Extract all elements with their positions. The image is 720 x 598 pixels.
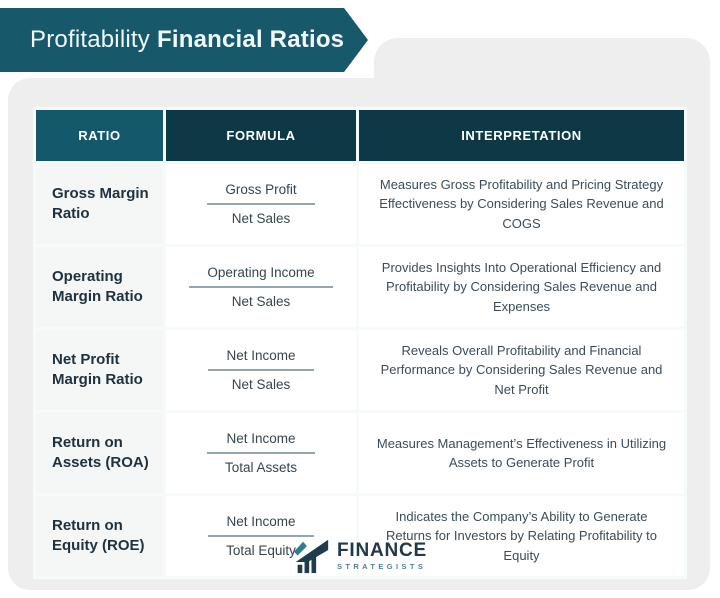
header-ratio: RATIO bbox=[36, 110, 163, 161]
interpretation-text: Indicates the Company’s Ability to Gener… bbox=[359, 496, 684, 576]
formula-denominator: Net Sales bbox=[231, 377, 291, 392]
logo-text-block: FINANCE STRATEGISTS bbox=[337, 541, 427, 571]
fraction-line bbox=[208, 369, 314, 371]
page-title: Profitability Financial Ratios bbox=[30, 26, 344, 54]
finance-strategists-logo: FINANCE STRATEGISTS bbox=[0, 537, 720, 574]
interpretation-text: Measures Management’s Effectiveness in U… bbox=[359, 413, 684, 493]
table-row: Gross Margin Ratio Gross Profit Net Sale… bbox=[36, 164, 684, 244]
fraction-line bbox=[189, 286, 333, 288]
header-formula: FORMULA bbox=[166, 110, 356, 161]
formula-fraction: Net Income Total Assets bbox=[206, 431, 316, 475]
formula-numerator: Net Income bbox=[226, 431, 296, 446]
finance-strategists-logo-icon bbox=[293, 539, 329, 574]
table-header-row: RATIO FORMULA INTERPRETATION bbox=[36, 110, 684, 161]
formula-cell: Operating Income Net Sales bbox=[166, 247, 356, 327]
interpretation-text: Measures Gross Profitability and Pricing… bbox=[359, 164, 684, 244]
ratio-name: Net Profit Margin Ratio bbox=[36, 330, 163, 410]
formula-denominator: Total Equity bbox=[226, 543, 296, 558]
formula-denominator: Net Sales bbox=[231, 211, 291, 226]
table-body: Gross Margin Ratio Gross Profit Net Sale… bbox=[36, 164, 684, 576]
header-interpretation: INTERPRETATION bbox=[359, 110, 684, 161]
title-banner: Profitability Financial Ratios bbox=[0, 8, 368, 72]
formula-fraction: Gross Profit Net Sales bbox=[207, 182, 315, 226]
ratio-name: Gross Margin Ratio bbox=[36, 164, 163, 244]
ratio-name: Return on Equity (ROE) bbox=[36, 496, 163, 576]
page-title-bold: Financial Ratios bbox=[156, 26, 345, 53]
table-row: Operating Margin Ratio Operating Income … bbox=[36, 247, 684, 327]
page-title-regular: Profitability bbox=[30, 26, 150, 53]
ratio-name: Return on Assets (ROA) bbox=[36, 413, 163, 493]
formula-fraction: Net Income Total Equity bbox=[208, 514, 314, 558]
fraction-line bbox=[208, 535, 314, 537]
ratio-name: Operating Margin Ratio bbox=[36, 247, 163, 327]
ratios-table: RATIO FORMULA INTERPRETATION Gross Margi… bbox=[33, 107, 687, 579]
logo-name: FINANCE bbox=[336, 539, 428, 561]
formula-fraction: Operating Income Net Sales bbox=[189, 265, 333, 309]
table-row: Return on Equity (ROE) Net Income Total … bbox=[36, 496, 684, 576]
fraction-line bbox=[206, 452, 316, 454]
formula-denominator: Net Sales bbox=[231, 294, 291, 309]
formula-fraction: Net Income Net Sales bbox=[208, 348, 314, 392]
formula-cell: Net Income Total Assets bbox=[166, 413, 356, 493]
interpretation-text: Provides Insights Into Operational Effic… bbox=[359, 247, 684, 327]
formula-numerator: Net Income bbox=[226, 514, 296, 529]
logo-subname: STRATEGISTS bbox=[336, 561, 427, 571]
table-row: Return on Assets (ROA) Net Income Total … bbox=[36, 413, 684, 493]
table-row: Net Profit Margin Ratio Net Income Net S… bbox=[36, 330, 684, 410]
formula-numerator: Operating Income bbox=[207, 265, 315, 280]
fraction-line bbox=[207, 203, 315, 205]
formula-numerator: Gross Profit bbox=[225, 182, 297, 197]
formula-denominator: Total Assets bbox=[224, 460, 298, 475]
formula-numerator: Net Income bbox=[226, 348, 296, 363]
formula-cell: Gross Profit Net Sales bbox=[166, 164, 356, 244]
formula-cell: Net Income Net Sales bbox=[166, 330, 356, 410]
ratios-table-container: RATIO FORMULA INTERPRETATION Gross Margi… bbox=[33, 107, 687, 579]
formula-cell: Net Income Total Equity bbox=[166, 496, 356, 576]
interpretation-text: Reveals Overall Profitability and Financ… bbox=[359, 330, 684, 410]
